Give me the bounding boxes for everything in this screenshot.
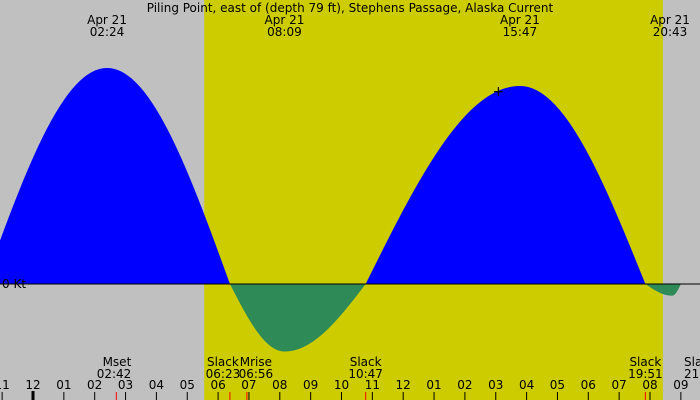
hour-tick-label: 02 bbox=[457, 378, 472, 392]
extreme-date-label: Apr 21 bbox=[265, 13, 305, 27]
hour-tick-label: 11 bbox=[365, 378, 380, 392]
hour-tick-label: 01 bbox=[426, 378, 441, 392]
hour-tick-label: 10 bbox=[334, 378, 349, 392]
hour-tick-label: 04 bbox=[149, 378, 164, 392]
hour-tick-label: 09 bbox=[303, 378, 318, 392]
hour-tick-label: 07 bbox=[241, 378, 256, 392]
event-time: 10:47 bbox=[348, 367, 383, 381]
hour-tick-label: 03 bbox=[488, 378, 503, 392]
hour-tick-label: 08 bbox=[642, 378, 657, 392]
event-label: Slack bbox=[629, 355, 661, 369]
extreme-time-label: 15:47 bbox=[503, 25, 538, 39]
extreme-time-label: 20:43 bbox=[653, 25, 688, 39]
hour-tick-label: 06 bbox=[210, 378, 225, 392]
hour-tick-label: 08 bbox=[272, 378, 287, 392]
hour-tick-label: 09 bbox=[673, 378, 688, 392]
hour-tick-label: 02 bbox=[87, 378, 102, 392]
extreme-date-label: Apr 21 bbox=[650, 13, 690, 27]
hour-tick-label: 05 bbox=[180, 378, 195, 392]
extreme-date-label: Apr 21 bbox=[87, 13, 127, 27]
event-label: Slack bbox=[350, 355, 382, 369]
flood-area bbox=[0, 68, 700, 284]
ebb-area bbox=[0, 284, 700, 352]
chart-title: Piling Point, east of (depth 79 ft), Ste… bbox=[147, 1, 554, 15]
event-label: Mset bbox=[103, 355, 132, 369]
extreme-time-label: 08:09 bbox=[267, 25, 302, 39]
hour-tick-label: 12 bbox=[396, 378, 411, 392]
event-label: Slack bbox=[684, 355, 700, 369]
event-time: 02:42 bbox=[97, 367, 132, 381]
event-label: Slack bbox=[207, 355, 239, 369]
hour-tick-label: 12 bbox=[25, 378, 40, 392]
hour-tick-label: 04 bbox=[519, 378, 534, 392]
zero-label: 0 Kt bbox=[2, 277, 26, 291]
event-label: Mrise bbox=[240, 355, 272, 369]
current-time-marker: + bbox=[492, 84, 504, 100]
hour-tick-label: 05 bbox=[550, 378, 565, 392]
event-time: 19:51 bbox=[628, 367, 663, 381]
event-time: 06:23 bbox=[206, 367, 241, 381]
hour-tick-label: 07 bbox=[612, 378, 627, 392]
extreme-date-label: Apr 21 bbox=[500, 13, 540, 27]
event-time: 21 bbox=[684, 367, 699, 381]
extreme-time-label: 02:24 bbox=[90, 25, 125, 39]
hour-tick-label: 11 bbox=[0, 378, 10, 392]
event-time: 06:56 bbox=[239, 367, 274, 381]
hour-tick-label: 06 bbox=[581, 378, 596, 392]
hour-tick-label: 03 bbox=[118, 378, 133, 392]
hour-tick-label: 01 bbox=[56, 378, 71, 392]
